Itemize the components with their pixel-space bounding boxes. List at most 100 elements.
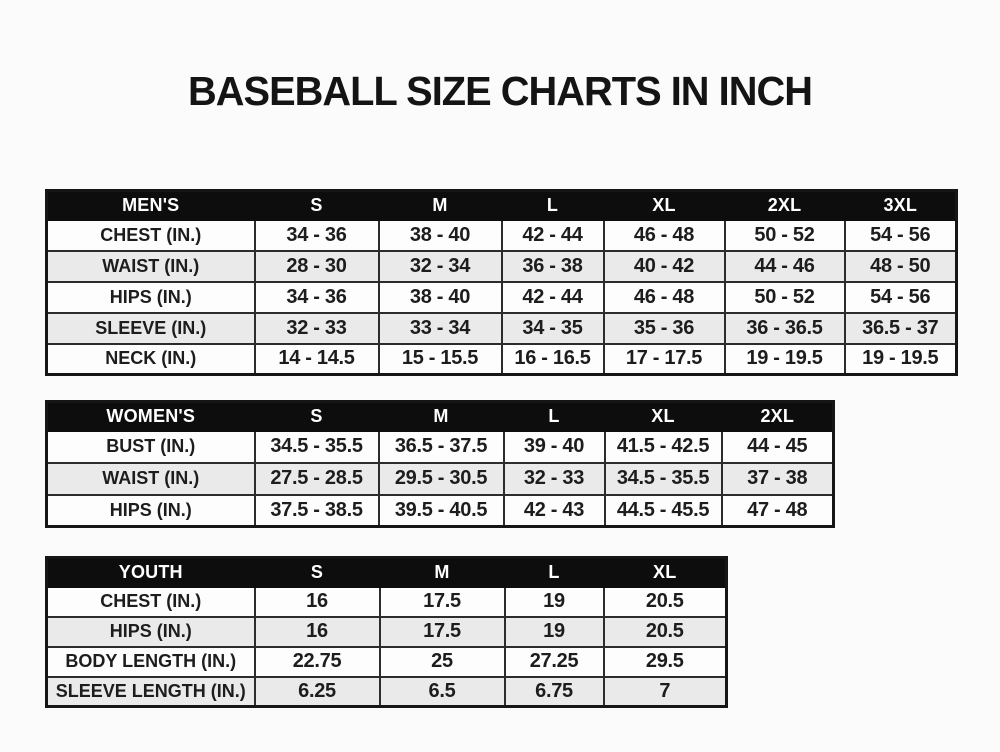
size-value-cell: 54 - 56 bbox=[843, 280, 958, 314]
size-value-cell: 27.25 bbox=[503, 645, 605, 678]
youth-size-table: YOUTH S M L XL CHEST (IN.) 16 17.5 19 20.5 HIPS (… bbox=[45, 556, 728, 708]
size-value-cell: 44 - 45 bbox=[720, 429, 835, 464]
table-row: CHEST (IN.) 16 17.5 19 20.5 bbox=[45, 585, 728, 618]
size-value-cell: 17.5 bbox=[378, 615, 506, 648]
womens-table-body: BUST (IN.) 34.5 - 35.5 36.5 - 37.5 39 - 40 4… bbox=[45, 429, 835, 528]
youth-size-col-m: M bbox=[378, 556, 506, 588]
size-value-cell: 48 - 50 bbox=[843, 249, 958, 283]
youth-header-row: YOUTH S M L XL bbox=[45, 556, 728, 588]
size-value-cell: 19 - 19.5 bbox=[843, 342, 958, 376]
size-value-cell: 17 - 17.5 bbox=[602, 342, 726, 376]
size-value-cell: 33 - 34 bbox=[377, 311, 503, 345]
table-row: CHEST (IN.) 34 - 36 38 - 40 42 - 44 46 - 48 5… bbox=[45, 218, 958, 252]
womens-size-col-l: L bbox=[502, 400, 606, 432]
size-value-cell: 46 - 48 bbox=[602, 280, 726, 314]
youth-size-col-xl: XL bbox=[602, 556, 728, 588]
mens-size-col-l: L bbox=[500, 189, 605, 221]
table-row: SLEEVE LENGTH (IN.) 6.25 6.5 6.75 7 bbox=[45, 675, 728, 708]
measurement-row-label: BODY LENGTH (IN.) bbox=[45, 645, 256, 678]
size-value-cell: 16 bbox=[253, 585, 381, 618]
size-value-cell: 41.5 - 42.5 bbox=[603, 429, 723, 464]
table-row: BODY LENGTH (IN.) 22.75 25 27.25 29.5 bbox=[45, 645, 728, 678]
size-value-cell: 34 - 36 bbox=[253, 218, 380, 252]
size-value-cell: 34.5 - 35.5 bbox=[253, 429, 380, 464]
womens-table-header: WOMEN'S S M L XL 2XL bbox=[45, 400, 835, 432]
table-row: HIPS (IN.) 37.5 - 38.5 39.5 - 40.5 42 - 43 4… bbox=[45, 493, 835, 528]
youth-table-body: CHEST (IN.) 16 17.5 19 20.5 HIPS (IN.) 16 17.5 1… bbox=[45, 585, 728, 708]
measurement-row-label: CHEST (IN.) bbox=[45, 585, 256, 618]
size-value-cell: 32 - 33 bbox=[253, 311, 380, 345]
table-row: BUST (IN.) 34.5 - 35.5 36.5 - 37.5 39 - 40 4… bbox=[45, 429, 835, 464]
size-value-cell: 22.75 bbox=[253, 645, 381, 678]
size-value-cell: 47 - 48 bbox=[720, 493, 835, 528]
size-value-cell: 39.5 - 40.5 bbox=[377, 493, 505, 528]
womens-header-row: WOMEN'S S M L XL 2XL bbox=[45, 400, 835, 432]
size-value-cell: 14 - 14.5 bbox=[253, 342, 380, 376]
measurement-row-label: HIPS (IN.) bbox=[45, 615, 256, 648]
womens-size-table: WOMEN'S S M L XL 2XL BUST (IN.) 34.5 - 35.5 36.… bbox=[45, 400, 835, 528]
youth-table-header: YOUTH S M L XL bbox=[45, 556, 728, 588]
table-row: WAIST (IN.) 27.5 - 28.5 29.5 - 30.5 32 - 33… bbox=[45, 461, 835, 496]
size-value-cell: 46 - 48 bbox=[602, 218, 726, 252]
size-value-cell: 19 bbox=[503, 615, 605, 648]
size-value-cell: 19 bbox=[503, 585, 605, 618]
size-value-cell: 54 - 56 bbox=[843, 218, 958, 252]
mens-header-row: MEN'S S M L XL 2XL 3XL bbox=[45, 189, 958, 221]
mens-size-col-3xl: 3XL bbox=[843, 189, 958, 221]
size-value-cell: 6.5 bbox=[378, 675, 506, 708]
size-value-cell: 40 - 42 bbox=[602, 249, 726, 283]
size-value-cell: 34 - 36 bbox=[253, 280, 380, 314]
measurement-row-label: SLEEVE LENGTH (IN.) bbox=[45, 675, 256, 708]
table-row: WAIST (IN.) 28 - 30 32 - 34 36 - 38 40 - 42 4… bbox=[45, 249, 958, 283]
size-value-cell: 17.5 bbox=[378, 585, 506, 618]
size-value-cell: 25 bbox=[378, 645, 506, 678]
measurement-row-label: CHEST (IN.) bbox=[45, 218, 256, 252]
table-row: SLEEVE (IN.) 32 - 33 33 - 34 34 - 35 35 - 36… bbox=[45, 311, 958, 345]
mens-table-title: MEN'S bbox=[45, 189, 256, 221]
table-row: HIPS (IN.) 34 - 36 38 - 40 42 - 44 46 - 48 50… bbox=[45, 280, 958, 314]
youth-size-col-l: L bbox=[503, 556, 605, 588]
mens-size-table: MEN'S S M L XL 2XL 3XL CHEST (IN.) 34 - 36 38 - … bbox=[45, 189, 958, 376]
mens-size-col-2xl: 2XL bbox=[723, 189, 846, 221]
womens-table-title: WOMEN'S bbox=[45, 400, 256, 432]
size-value-cell: 15 - 15.5 bbox=[377, 342, 503, 376]
size-value-cell: 29.5 bbox=[602, 645, 728, 678]
table-row: NECK (IN.) 14 - 14.5 15 - 15.5 16 - 16.5 17 … bbox=[45, 342, 958, 376]
size-value-cell: 29.5 - 30.5 bbox=[377, 461, 505, 496]
size-value-cell: 42 - 43 bbox=[502, 493, 606, 528]
size-value-cell: 20.5 bbox=[602, 615, 728, 648]
size-value-cell: 34.5 - 35.5 bbox=[603, 461, 723, 496]
size-value-cell: 28 - 30 bbox=[253, 249, 380, 283]
size-value-cell: 19 - 19.5 bbox=[723, 342, 846, 376]
size-value-cell: 36 - 36.5 bbox=[723, 311, 846, 345]
size-value-cell: 32 - 34 bbox=[377, 249, 503, 283]
size-value-cell: 20.5 bbox=[602, 585, 728, 618]
measurement-row-label: WAIST (IN.) bbox=[45, 249, 256, 283]
mens-size-col-s: S bbox=[253, 189, 380, 221]
measurement-row-label: WAIST (IN.) bbox=[45, 461, 256, 496]
mens-table-header: MEN'S S M L XL 2XL 3XL bbox=[45, 189, 958, 221]
womens-size-col-m: M bbox=[377, 400, 505, 432]
size-value-cell: 16 - 16.5 bbox=[500, 342, 605, 376]
measurement-row-label: BUST (IN.) bbox=[45, 429, 256, 464]
table-row: HIPS (IN.) 16 17.5 19 20.5 bbox=[45, 615, 728, 648]
size-value-cell: 32 - 33 bbox=[502, 461, 606, 496]
mens-table-body: CHEST (IN.) 34 - 36 38 - 40 42 - 44 46 - 48 5… bbox=[45, 218, 958, 376]
youth-table-title: YOUTH bbox=[45, 556, 256, 588]
size-value-cell: 27.5 - 28.5 bbox=[253, 461, 380, 496]
measurement-row-label: NECK (IN.) bbox=[45, 342, 256, 376]
youth-size-col-s: S bbox=[253, 556, 381, 588]
size-value-cell: 38 - 40 bbox=[377, 218, 503, 252]
size-value-cell: 50 - 52 bbox=[723, 280, 846, 314]
size-value-cell: 38 - 40 bbox=[377, 280, 503, 314]
size-value-cell: 6.75 bbox=[503, 675, 605, 708]
size-value-cell: 6.25 bbox=[253, 675, 381, 708]
size-value-cell: 39 - 40 bbox=[502, 429, 606, 464]
size-value-cell: 16 bbox=[253, 615, 381, 648]
size-value-cell: 34 - 35 bbox=[500, 311, 605, 345]
size-value-cell: 44.5 - 45.5 bbox=[603, 493, 723, 528]
measurement-row-label: SLEEVE (IN.) bbox=[45, 311, 256, 345]
size-value-cell: 7 bbox=[602, 675, 728, 708]
size-value-cell: 42 - 44 bbox=[500, 280, 605, 314]
